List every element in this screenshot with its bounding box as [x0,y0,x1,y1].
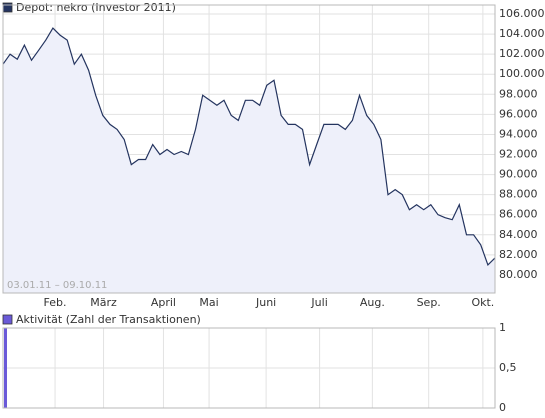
y-tick-label: 82.000 [499,248,538,261]
y-tick-label: 96.000 [499,107,538,120]
date-range: 03.01.11 – 09.10.11 [7,280,107,291]
y-tick-label: 1 [499,321,506,334]
plot-frame [2,4,496,294]
y-tick-label: 102.000 [499,47,545,60]
y-tick-label: 80.000 [499,268,538,281]
y-tick-label: 92.000 [499,148,538,161]
x-tick-label: März [90,296,117,309]
line [2,27,496,266]
y-tick-label: 90.000 [499,168,538,181]
y-tick-label: 84.000 [499,228,538,241]
y-tick-label: 0 [499,401,506,414]
x-tick-label: Okt. [471,296,494,309]
legend-swatch [2,2,13,13]
y-tick-label: 100.000 [499,67,545,80]
y-tick-label: 98.000 [499,87,538,100]
x-tick-label: Aug. [360,296,385,309]
x-tick-label: Juli [310,296,327,309]
legend-swatch [2,314,13,325]
x-tick-label: Feb. [44,296,67,309]
y-tick-label: 86.000 [499,208,538,221]
y-tick-label: 88.000 [499,188,538,201]
x-tick-label: Juni [255,296,276,309]
x-tick-label: Mai [199,296,218,309]
legend-label: Aktivität (Zahl der Transaktionen) [16,313,201,326]
area [3,28,495,293]
y-tick-label: 94.000 [499,127,538,140]
y-tick-label: 0,5 [499,361,517,374]
legend-label: Depot: nekro (Investor 2011) [16,1,176,14]
bar [4,328,7,408]
y-tick-label: 106.000 [499,7,545,20]
plot-frame [2,327,496,409]
y-tick-label: 104.000 [499,27,545,40]
x-tick-label: April [151,296,176,309]
x-tick-label: Sep. [417,296,441,309]
